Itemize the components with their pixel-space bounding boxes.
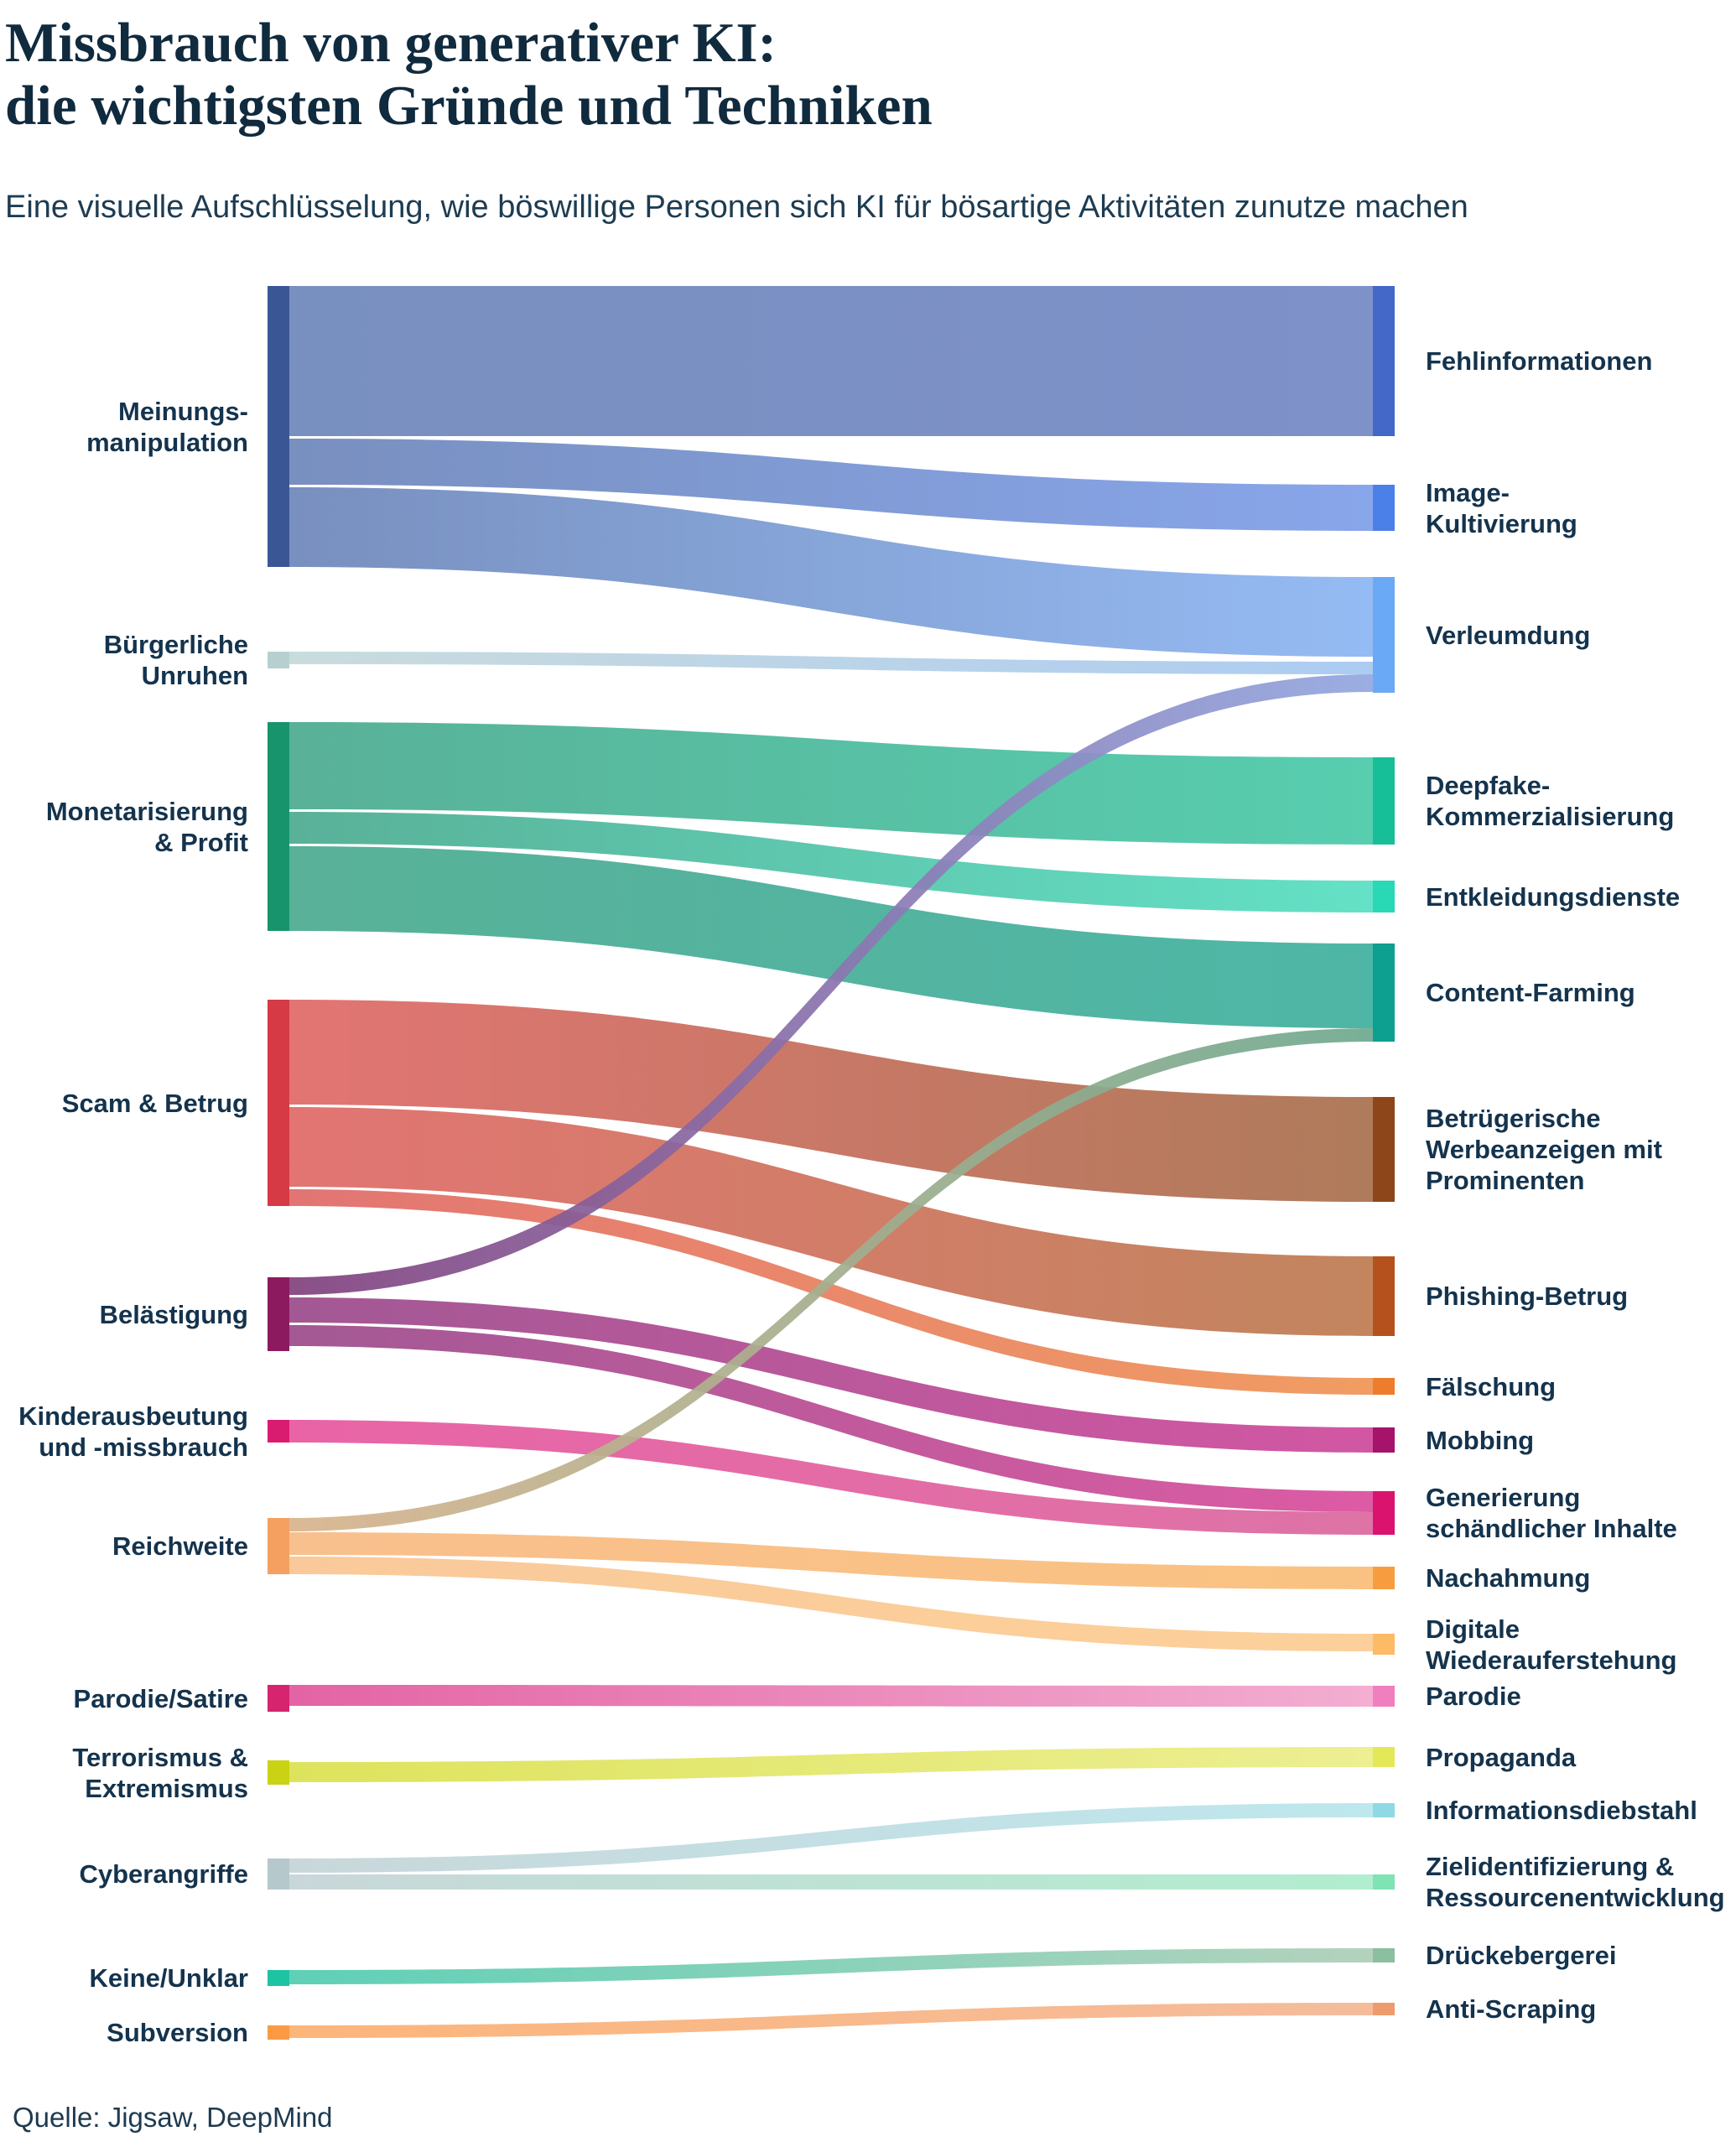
- sankey-link-meinungsmanipulation-image_kultivierung: [289, 439, 1373, 531]
- sankey-link-belaestigung-verleumdung: [289, 674, 1373, 1295]
- sankey-node-keine_unklar: [268, 1970, 289, 1986]
- sankey-node-digitale: [1373, 1634, 1395, 1655]
- sankey-node-betruegerische: [1373, 1097, 1395, 1202]
- sankey-label-betruegerische: Betrügerische Werbeanzeigen mit Prominen…: [1426, 1104, 1662, 1195]
- source-attribution: Quelle: Jigsaw, DeepMind: [13, 2102, 333, 2133]
- sankey-label-phishing: Phishing-Betrug: [1426, 1281, 1629, 1311]
- sankey-link-subversion-anti_scraping: [289, 2003, 1373, 2038]
- sankey-link-kinderausbeutung-generierung: [289, 1420, 1373, 1535]
- sankey-label-content_farming: Content-Farming: [1426, 978, 1635, 1007]
- sankey-node-reichweite: [268, 1518, 289, 1574]
- sankey-label-zielidentifizierung: Zielidentifizierung & Ressourcenentwickl…: [1426, 1852, 1725, 1912]
- page-title: Missbrauch von generativer KI: die wicht…: [5, 12, 933, 138]
- sankey-node-content_farming: [1373, 944, 1395, 1042]
- sankey-link-reichweite-nachahmung: [289, 1532, 1373, 1589]
- sankey-node-image_kultivierung: [1373, 485, 1395, 531]
- sankey-node-belaestigung: [268, 1277, 289, 1351]
- sankey-node-terrorismus: [268, 1760, 289, 1785]
- sankey-label-mobbing: Mobbing: [1426, 1425, 1535, 1455]
- sankey-link-monetarisierung-entkleidungsdienste: [289, 812, 1373, 912]
- sankey-node-anti_scraping: [1373, 2003, 1395, 2015]
- sankey-node-zielidentifizierung: [1373, 1874, 1395, 1890]
- sankey-node-cyberangriffe: [268, 1858, 289, 1890]
- sankey-label-nachahmung: Nachahmung: [1426, 1563, 1591, 1593]
- sankey-link-cyberangriffe-informationsdiebstahl: [289, 1803, 1373, 1873]
- sankey-label-terrorismus: Terrorismus & Extremismus: [72, 1742, 248, 1803]
- sankey-label-reichweite: Reichweite: [112, 1531, 248, 1561]
- sankey-node-verleumdung: [1373, 577, 1395, 693]
- sankey-node-generierung: [1373, 1491, 1395, 1535]
- sankey-label-generierung: Generierung schändlicher Inhalte: [1426, 1483, 1677, 1543]
- sankey-link-scam_betrug-faelschung: [289, 1189, 1373, 1395]
- sankey-label-verleumdung: Verleumdung: [1426, 620, 1591, 650]
- sankey-node-phishing: [1373, 1256, 1395, 1336]
- sankey-label-scam_betrug: Scam & Betrug: [61, 1088, 248, 1118]
- sankey-label-deepfake: Deepfake- Kommerzialisierung: [1426, 771, 1675, 831]
- sankey-node-faelschung: [1373, 1378, 1395, 1395]
- sankey-link-terrorismus-propaganda: [289, 1747, 1373, 1782]
- sankey-label-propaganda: Propaganda: [1426, 1742, 1577, 1772]
- sankey-node-fehlinformationen: [1373, 286, 1395, 436]
- sankey-label-cyberangriffe: Cyberangriffe: [79, 1859, 248, 1889]
- sankey-link-reichweite-digitale: [289, 1557, 1373, 1651]
- sankey-node-informationsdiebstahl: [1373, 1803, 1395, 1817]
- sankey-node-drueckebergerei: [1373, 1948, 1395, 1962]
- sankey-node-deepfake: [1373, 757, 1395, 845]
- sankey-link-buergerliche_unruhen-verleumdung: [289, 652, 1373, 674]
- sankey-label-buergerliche_unruhen: Bürgerliche Unruhen: [103, 630, 248, 690]
- sankey-link-belaestigung-mobbing: [289, 1297, 1373, 1453]
- page-title-line-1: Missbrauch von generativer KI:: [5, 12, 777, 74]
- sankey-link-meinungsmanipulation-verleumdung: [289, 487, 1373, 657]
- sankey-label-parodie_satire: Parodie/Satire: [73, 1683, 248, 1713]
- sankey-link-cyberangriffe-zielidentifizierung: [289, 1874, 1373, 1890]
- sankey-node-parodie: [1373, 1686, 1395, 1707]
- page-subtitle: Eine visuelle Aufschlüsselung, wie böswi…: [5, 190, 1468, 225]
- sankey-link-reichweite-content_farming: [289, 1028, 1373, 1531]
- sankey-node-parodie_satire: [268, 1685, 289, 1712]
- sankey-link-keine_unklar-drueckebergerei: [289, 1948, 1373, 1984]
- sankey-link-belaestigung-generierung: [289, 1325, 1373, 1512]
- sankey-node-monetarisierung: [268, 722, 289, 931]
- sankey-node-meinungsmanipulation: [268, 286, 289, 567]
- sankey-label-anti_scraping: Anti-Scraping: [1426, 1994, 1597, 2024]
- sankey-node-kinderausbeutung: [268, 1420, 289, 1443]
- sankey-link-scam_betrug-phishing: [289, 1107, 1373, 1336]
- sankey-label-keine_unklar: Keine/Unklar: [89, 1963, 248, 1993]
- page-title-line-2: die wichtigsten Gründe und Techniken: [5, 75, 933, 137]
- sankey-link-monetarisierung-deepfake: [289, 722, 1373, 845]
- sankey-node-propaganda: [1373, 1747, 1395, 1767]
- sankey-label-fehlinformationen: Fehlinformationen: [1426, 346, 1653, 376]
- sankey-label-informationsdiebstahl: Informationsdiebstahl: [1426, 1796, 1697, 1825]
- sankey-label-drueckebergerei: Drückebergerei: [1426, 1941, 1617, 1970]
- sankey-label-monetarisierung: Monetarisierung & Profit: [45, 796, 248, 857]
- sankey-label-subversion: Subversion: [107, 2018, 248, 2047]
- sankey-link-meinungsmanipulation-fehlinformationen: [289, 286, 1373, 436]
- sankey-label-image_kultivierung: Image- Kultivierung: [1426, 477, 1577, 538]
- sankey-label-entkleidungsdienste: Entkleidungsdienste: [1426, 881, 1681, 912]
- sankey-label-meinungsmanipulation: Meinungs- manipulation: [86, 396, 248, 457]
- sankey-node-mobbing: [1373, 1427, 1395, 1453]
- sankey-link-monetarisierung-content_farming: [289, 846, 1373, 1028]
- sankey-link-parodie_satire-parodie: [289, 1685, 1373, 1707]
- sankey-label-digitale: Digitale Wiederauferstehung: [1426, 1614, 1677, 1675]
- sankey-node-subversion: [268, 2025, 289, 2040]
- sankey-link-scam_betrug-betruegerische: [289, 1000, 1373, 1202]
- sankey-label-kinderausbeutung: Kinderausbeutung und -missbrauch: [18, 1401, 248, 1462]
- sankey-node-entkleidungsdienste: [1373, 881, 1395, 912]
- sankey-label-parodie: Parodie: [1426, 1682, 1521, 1711]
- sankey-label-faelschung: Fälschung: [1426, 1371, 1557, 1401]
- sankey-node-scam_betrug: [268, 1000, 289, 1206]
- sankey-label-belaestigung: Belästigung: [99, 1299, 248, 1329]
- sankey-node-buergerliche_unruhen: [268, 652, 289, 668]
- sankey-node-nachahmung: [1373, 1567, 1395, 1589]
